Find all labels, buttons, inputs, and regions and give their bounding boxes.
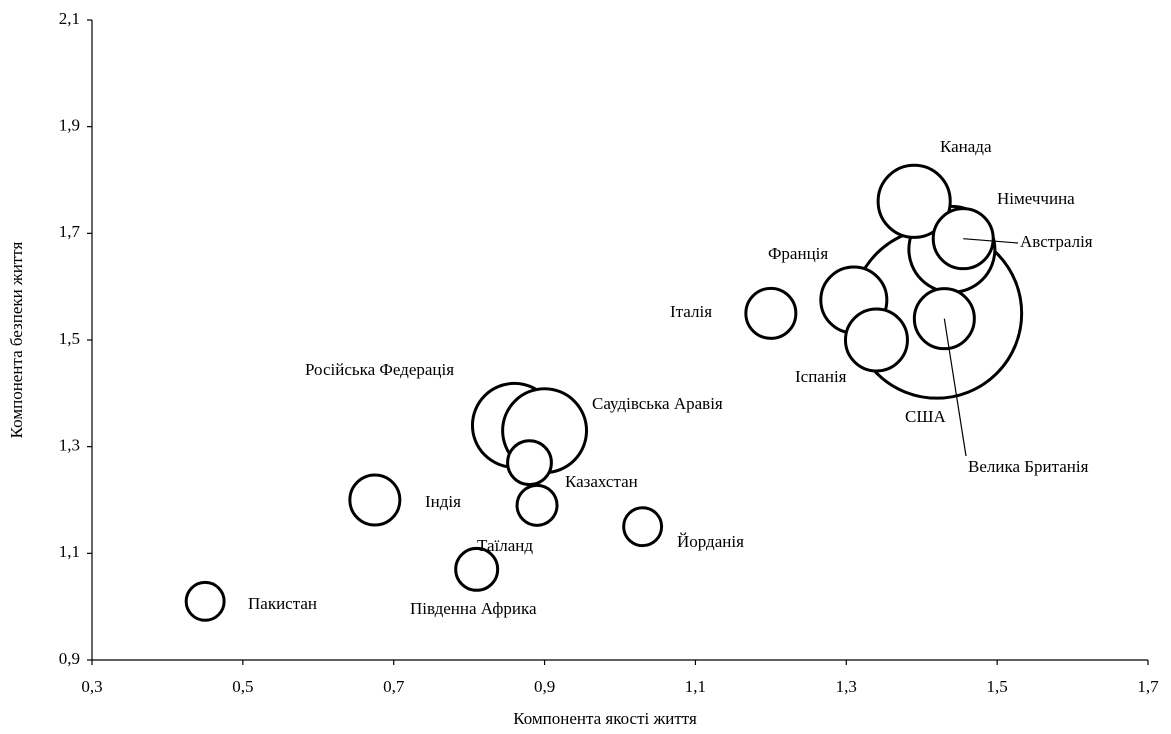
point-label: Пакистан [248, 594, 317, 613]
x-tick-label: 1,5 [987, 677, 1008, 696]
point-label: Канада [940, 137, 992, 156]
x-tick-label: 1,1 [685, 677, 706, 696]
leader-line [963, 238, 1019, 244]
x-tick-label: 0,5 [232, 677, 253, 696]
x-tick-label: 1,3 [836, 677, 857, 696]
point-label: Австралія [1020, 232, 1093, 251]
bubble [843, 307, 909, 373]
y-tick-label: 1,3 [59, 436, 80, 455]
y-tick-label: 2,1 [59, 9, 80, 28]
bubble [515, 483, 559, 527]
y-axis-title: Компонента безпеки життя [7, 242, 26, 439]
x-tick-label: 0,3 [81, 677, 102, 696]
point-label: Франція [768, 244, 828, 263]
bubble [744, 286, 798, 340]
y-tick-label: 1,9 [59, 116, 80, 135]
point-label: Казахстан [565, 472, 638, 491]
x-tick-label: 0,7 [383, 677, 405, 696]
x-tick-label: 0,9 [534, 677, 555, 696]
y-tick-label: 1,7 [59, 222, 81, 241]
leader-line [943, 318, 967, 457]
bubble [348, 473, 402, 527]
point-label: Йорданія [677, 532, 744, 551]
point-label: Саудівська Аравія [592, 394, 723, 413]
point-label: Німеччина [997, 189, 1075, 208]
point-label: США [905, 407, 946, 426]
bubble [506, 439, 553, 487]
bubble [454, 546, 500, 592]
point-label: Італія [670, 302, 712, 321]
point-label: Індія [425, 492, 461, 511]
point-label: Велика Британія [968, 457, 1089, 476]
bubble [622, 506, 664, 548]
point-label: Таїланд [477, 536, 533, 555]
point-label: Іспанія [795, 367, 847, 386]
bubble [184, 580, 226, 622]
x-axis-title: Компонента якості життя [513, 709, 697, 728]
x-tick-label: 1,7 [1137, 677, 1159, 696]
y-tick-label: 0,9 [59, 649, 80, 668]
point-label: Південна Африка [410, 599, 537, 618]
point-label: Російська Федерація [305, 360, 454, 379]
y-tick-label: 1,1 [59, 542, 80, 561]
y-tick-label: 1,5 [59, 329, 80, 348]
bubble [876, 163, 952, 239]
